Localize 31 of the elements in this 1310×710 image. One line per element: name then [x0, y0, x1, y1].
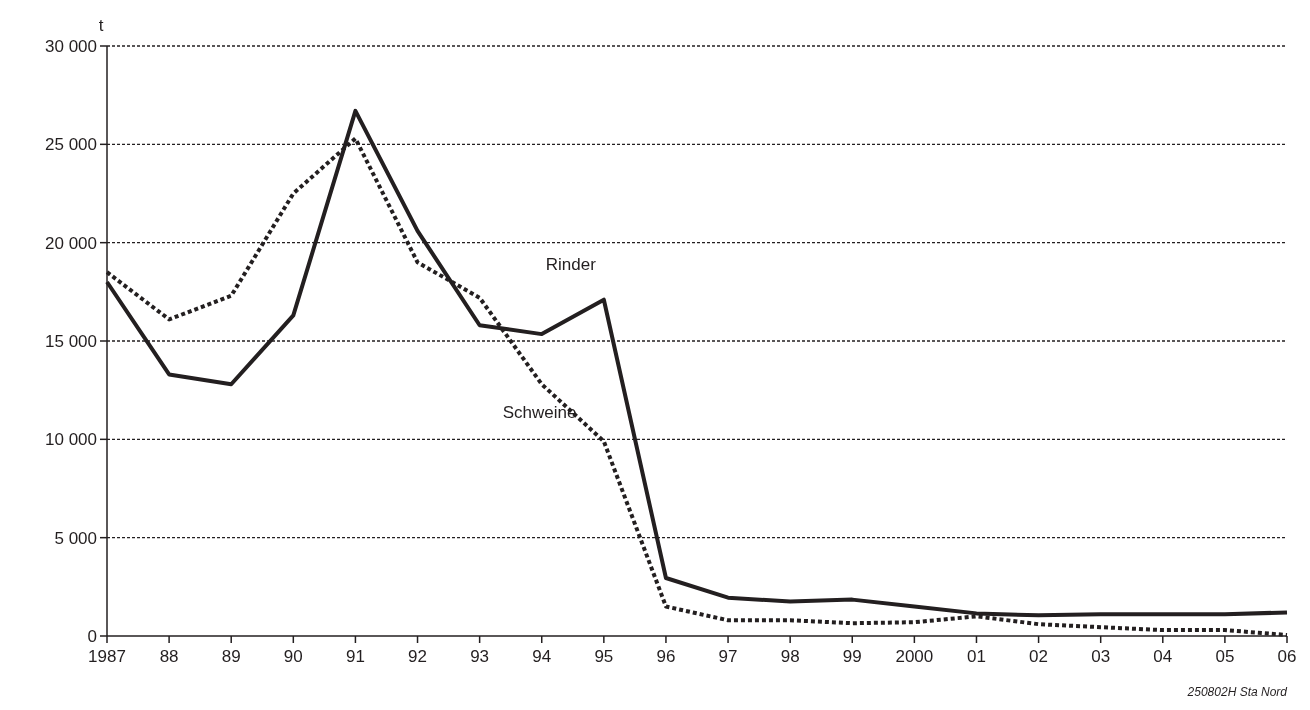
- y-tick-label: 5 000: [54, 528, 97, 548]
- text: 250802H Sta Nord: [1186, 685, 1288, 699]
- x-tick-label: 88: [159, 647, 179, 666]
- x-tick-label: 90: [283, 647, 303, 666]
- x-tick-label: 02: [1029, 647, 1049, 666]
- y-tick-label: 20 000: [45, 233, 97, 253]
- y-tick-label: 0: [87, 626, 97, 646]
- x-tick-label: 04: [1153, 647, 1173, 666]
- y-axis-title: t: [98, 16, 104, 35]
- x-tick-label: 98: [780, 647, 800, 666]
- x-tick-label: 2000: [895, 647, 934, 666]
- x-tick-label: 91: [345, 647, 365, 666]
- x-tick-label: 94: [532, 647, 552, 666]
- x-tick-label: 99: [842, 647, 862, 666]
- x-tick-label: 1987: [88, 647, 126, 666]
- x-tick-label: 97: [718, 647, 738, 666]
- x-tick-label: 06: [1277, 647, 1297, 666]
- x-tick-label: 89: [221, 647, 241, 666]
- series-label: Rinder: [545, 254, 597, 274]
- y-tick-label: 15 000: [45, 331, 97, 351]
- x-tick-label: 93: [470, 647, 490, 666]
- x-tick-label: 03: [1091, 647, 1111, 666]
- x-tick-label: 96: [656, 647, 676, 666]
- x-tick-label: 01: [967, 647, 986, 666]
- series-label: Schweine: [502, 402, 577, 422]
- y-tick-label: 10 000: [45, 430, 97, 450]
- x-tick-label: 92: [408, 647, 427, 666]
- x-tick-label: 95: [594, 647, 614, 666]
- x-tick-label: 05: [1215, 647, 1235, 666]
- y-tick-label: 30 000: [45, 36, 97, 56]
- y-tick-label: 25 000: [45, 135, 97, 155]
